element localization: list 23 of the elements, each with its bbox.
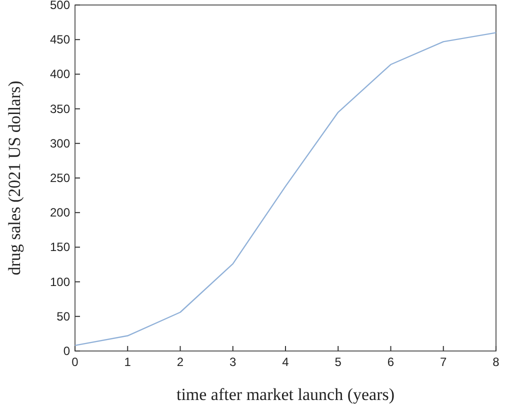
y-axis-title: drug sales (2021 US dollars) bbox=[5, 80, 24, 276]
y-tick-label: 300 bbox=[50, 136, 70, 150]
x-tick-label: 7 bbox=[440, 355, 448, 369]
x-tick-label: 0 bbox=[72, 355, 79, 369]
y-tick-label: 200 bbox=[50, 206, 70, 220]
y-tick-label: 500 bbox=[50, 0, 70, 12]
line-series bbox=[74, 32, 497, 346]
y-tick-label: 250 bbox=[50, 171, 70, 185]
x-axis-title: time after market launch (years) bbox=[176, 385, 395, 404]
y-tick-label: 100 bbox=[50, 274, 70, 289]
y-tick-label: 0 bbox=[63, 344, 70, 358]
y-tick-label: 350 bbox=[50, 102, 70, 116]
x-tick-label: 2 bbox=[176, 355, 184, 369]
x-tick-label: 4 bbox=[282, 355, 290, 369]
x-tick-label: 1 bbox=[124, 355, 132, 369]
y-tick-label: 150 bbox=[50, 240, 70, 254]
y-tick-label: 400 bbox=[50, 67, 70, 82]
x-tick-label: 5 bbox=[334, 355, 342, 369]
x-tick-label: 8 bbox=[492, 355, 500, 369]
y-tick-label: 50 bbox=[56, 309, 70, 324]
x-tick-label: 6 bbox=[387, 355, 394, 369]
x-tick-label: 3 bbox=[230, 355, 237, 369]
y-tick-label: 450 bbox=[50, 32, 70, 47]
